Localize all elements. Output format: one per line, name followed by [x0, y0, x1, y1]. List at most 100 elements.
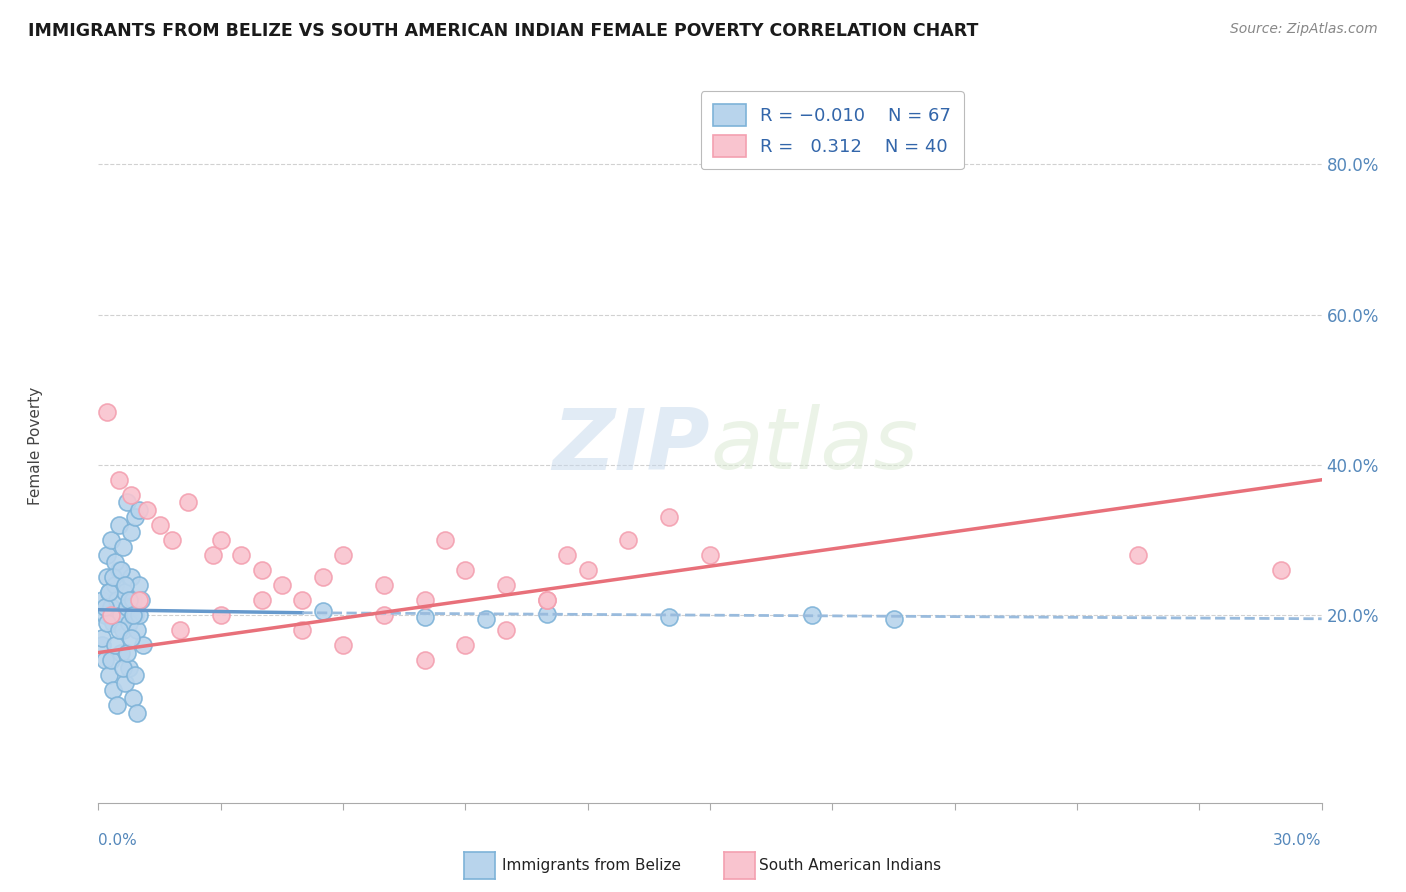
- Point: [332, 548, 354, 562]
- Point: [127, 623, 149, 637]
- Point: [124, 668, 146, 682]
- Point: [128, 578, 150, 592]
- Point: [536, 607, 558, 621]
- Point: [291, 593, 314, 607]
- Point: [111, 660, 134, 674]
- Point: [250, 593, 273, 607]
- Point: [433, 533, 456, 547]
- Point: [110, 646, 132, 660]
- Point: [373, 578, 395, 592]
- Point: [495, 623, 517, 637]
- Point: [413, 609, 436, 624]
- Text: Female Poverty: Female Poverty: [28, 387, 42, 505]
- Point: [105, 593, 128, 607]
- Text: South American Indians: South American Indians: [759, 858, 942, 872]
- Point: [454, 563, 477, 577]
- Point: [101, 570, 124, 584]
- Point: [129, 593, 152, 607]
- Point: [93, 607, 115, 622]
- Point: [97, 668, 120, 682]
- Point: [801, 607, 824, 622]
- Point: [122, 607, 145, 622]
- Legend: R = −0.010    N = 67, R =   0.312    N = 40: R = −0.010 N = 67, R = 0.312 N = 40: [700, 91, 965, 169]
- Point: [270, 578, 294, 592]
- Point: [118, 593, 141, 607]
- Point: [93, 653, 115, 667]
- Point: [291, 623, 314, 637]
- Point: [474, 612, 498, 626]
- Point: [658, 510, 681, 524]
- Point: [96, 615, 118, 630]
- Point: [93, 600, 115, 615]
- Point: [883, 612, 905, 626]
- Point: [127, 706, 149, 720]
- Text: 0.0%: 0.0%: [98, 833, 138, 848]
- Point: [177, 495, 200, 509]
- Point: [97, 585, 120, 599]
- Point: [536, 593, 558, 607]
- Point: [96, 405, 118, 419]
- Point: [115, 600, 138, 615]
- Point: [115, 495, 138, 509]
- Point: [1270, 563, 1292, 577]
- Point: [149, 517, 172, 532]
- Point: [128, 607, 150, 622]
- Point: [108, 623, 131, 637]
- Point: [617, 533, 640, 547]
- Point: [115, 646, 138, 660]
- Point: [96, 548, 118, 562]
- Point: [118, 615, 141, 630]
- Point: [108, 517, 131, 532]
- Point: [136, 503, 159, 517]
- Point: [96, 570, 118, 584]
- Point: [536, 593, 558, 607]
- Point: [100, 607, 122, 622]
- Point: [1128, 548, 1150, 562]
- Point: [100, 653, 122, 667]
- Point: [110, 563, 132, 577]
- Point: [124, 607, 146, 622]
- Point: [111, 623, 134, 637]
- Point: [413, 653, 436, 667]
- Point: [122, 690, 145, 705]
- Point: [101, 683, 124, 698]
- Point: [100, 533, 122, 547]
- Point: [120, 525, 142, 540]
- Point: [105, 698, 128, 713]
- Point: [209, 607, 232, 622]
- Point: [111, 541, 134, 555]
- Point: [120, 631, 142, 645]
- Text: ZIP: ZIP: [553, 404, 710, 488]
- Point: [201, 548, 224, 562]
- Point: [132, 638, 155, 652]
- Point: [555, 548, 579, 562]
- Point: [108, 563, 131, 577]
- Text: Immigrants from Belize: Immigrants from Belize: [502, 858, 681, 872]
- Point: [122, 593, 145, 607]
- Point: [160, 533, 183, 547]
- Point: [332, 638, 354, 652]
- Point: [104, 556, 127, 570]
- Point: [108, 473, 131, 487]
- Point: [250, 563, 273, 577]
- Point: [312, 570, 335, 584]
- Point: [169, 623, 191, 637]
- Point: [101, 615, 124, 630]
- Point: [576, 563, 599, 577]
- Point: [104, 638, 127, 652]
- Point: [114, 578, 136, 592]
- Point: [128, 593, 150, 607]
- Text: 30.0%: 30.0%: [1274, 833, 1322, 848]
- Point: [118, 660, 141, 674]
- Point: [114, 585, 136, 599]
- Point: [231, 548, 253, 562]
- Point: [373, 607, 395, 622]
- Point: [91, 593, 114, 607]
- Text: IMMIGRANTS FROM BELIZE VS SOUTH AMERICAN INDIAN FEMALE POVERTY CORRELATION CHART: IMMIGRANTS FROM BELIZE VS SOUTH AMERICAN…: [28, 22, 979, 40]
- Point: [495, 578, 517, 592]
- Point: [120, 488, 142, 502]
- Point: [413, 593, 436, 607]
- Point: [120, 570, 142, 584]
- Point: [209, 533, 232, 547]
- Point: [97, 585, 120, 599]
